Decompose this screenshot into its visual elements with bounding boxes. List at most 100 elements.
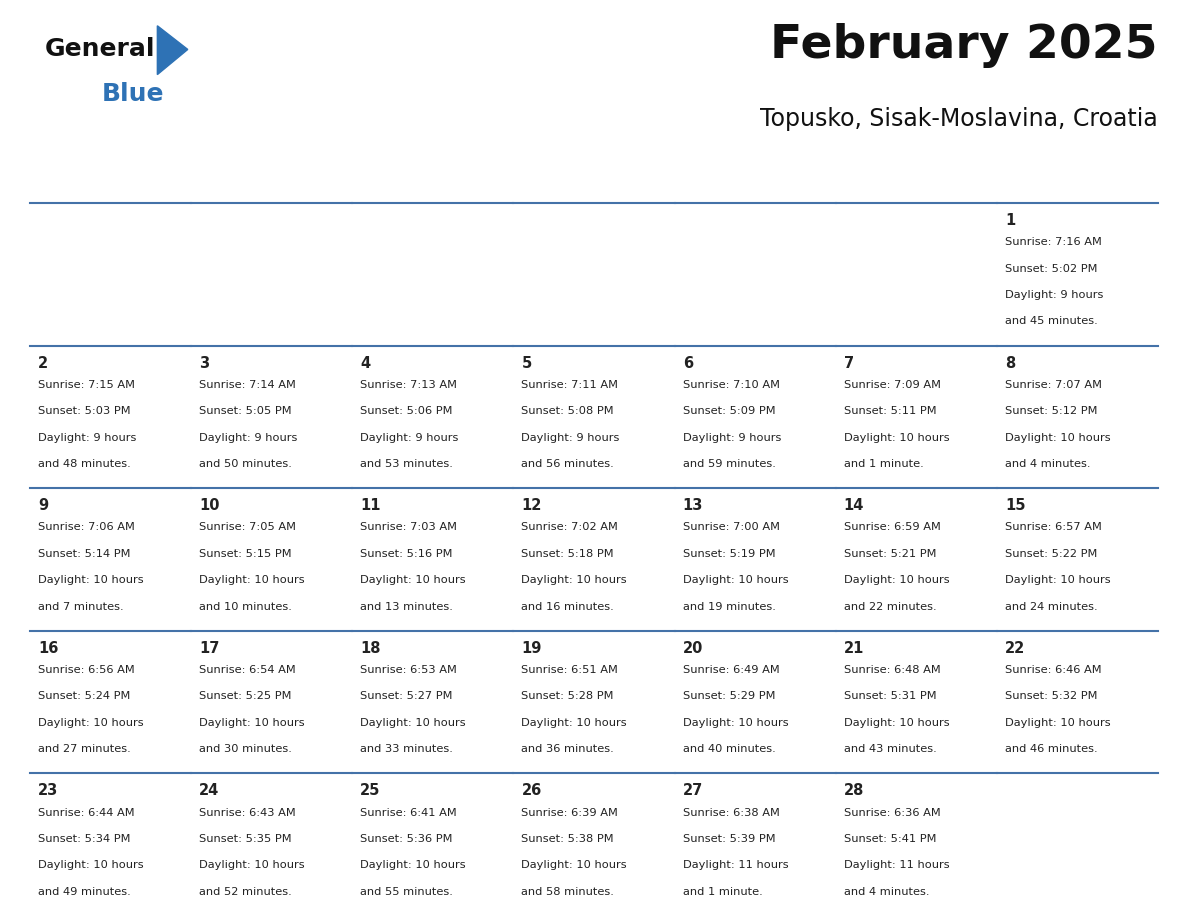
Text: Daylight: 9 hours: Daylight: 9 hours: [683, 432, 781, 442]
Text: Sunset: 5:03 PM: Sunset: 5:03 PM: [38, 406, 131, 416]
Text: 17: 17: [200, 641, 220, 655]
Text: Thursday: Thursday: [685, 174, 765, 189]
Text: Sunrise: 7:10 AM: Sunrise: 7:10 AM: [683, 380, 779, 390]
Text: Sunset: 5:36 PM: Sunset: 5:36 PM: [360, 834, 453, 844]
Text: Sunrise: 6:44 AM: Sunrise: 6:44 AM: [38, 808, 134, 818]
Text: General: General: [45, 38, 156, 62]
Text: Daylight: 10 hours: Daylight: 10 hours: [38, 718, 144, 728]
Text: and 1 minute.: and 1 minute.: [843, 459, 923, 469]
Text: Sunset: 5:31 PM: Sunset: 5:31 PM: [843, 691, 936, 701]
Text: and 33 minutes.: and 33 minutes.: [360, 744, 453, 755]
Text: February 2025: February 2025: [771, 23, 1158, 68]
Text: Sunrise: 6:48 AM: Sunrise: 6:48 AM: [843, 665, 941, 675]
Text: and 50 minutes.: and 50 minutes.: [200, 459, 292, 469]
Text: Monday: Monday: [202, 174, 270, 189]
Text: 19: 19: [522, 641, 542, 655]
Text: Sunrise: 6:46 AM: Sunrise: 6:46 AM: [1005, 665, 1101, 675]
Text: 5: 5: [522, 355, 532, 371]
Text: Sunrise: 6:43 AM: Sunrise: 6:43 AM: [200, 808, 296, 818]
Text: Sunset: 5:02 PM: Sunset: 5:02 PM: [1005, 263, 1098, 274]
Text: Sunset: 5:09 PM: Sunset: 5:09 PM: [683, 406, 776, 416]
Text: Sunset: 5:24 PM: Sunset: 5:24 PM: [38, 691, 131, 701]
Text: Sunrise: 7:16 AM: Sunrise: 7:16 AM: [1005, 237, 1101, 247]
Text: Sunset: 5:32 PM: Sunset: 5:32 PM: [1005, 691, 1098, 701]
Text: Sunrise: 7:02 AM: Sunrise: 7:02 AM: [522, 522, 619, 532]
Text: Blue: Blue: [102, 82, 165, 106]
Text: Friday: Friday: [847, 174, 899, 189]
Text: Sunset: 5:41 PM: Sunset: 5:41 PM: [843, 834, 936, 844]
Text: Sunset: 5:19 PM: Sunset: 5:19 PM: [683, 549, 776, 559]
Text: Sunrise: 6:57 AM: Sunrise: 6:57 AM: [1005, 522, 1101, 532]
Text: Daylight: 10 hours: Daylight: 10 hours: [683, 576, 789, 585]
Text: Sunrise: 7:00 AM: Sunrise: 7:00 AM: [683, 522, 779, 532]
Text: Daylight: 10 hours: Daylight: 10 hours: [522, 718, 627, 728]
Text: and 27 minutes.: and 27 minutes.: [38, 744, 131, 755]
Text: and 19 minutes.: and 19 minutes.: [683, 601, 776, 611]
Text: Daylight: 9 hours: Daylight: 9 hours: [522, 432, 620, 442]
Text: Sunset: 5:27 PM: Sunset: 5:27 PM: [360, 691, 453, 701]
Text: and 43 minutes.: and 43 minutes.: [843, 744, 936, 755]
Text: 10: 10: [200, 498, 220, 513]
Text: Sunset: 5:12 PM: Sunset: 5:12 PM: [1005, 406, 1098, 416]
Text: Daylight: 10 hours: Daylight: 10 hours: [200, 860, 305, 870]
Text: 22: 22: [1005, 641, 1025, 655]
Text: Sunrise: 6:49 AM: Sunrise: 6:49 AM: [683, 665, 779, 675]
Text: Sunday: Sunday: [42, 174, 105, 189]
Text: Sunrise: 7:09 AM: Sunrise: 7:09 AM: [843, 380, 941, 390]
Text: Daylight: 9 hours: Daylight: 9 hours: [360, 432, 459, 442]
Text: Sunset: 5:39 PM: Sunset: 5:39 PM: [683, 834, 776, 844]
Text: Sunrise: 6:38 AM: Sunrise: 6:38 AM: [683, 808, 779, 818]
Text: 18: 18: [360, 641, 381, 655]
Text: and 13 minutes.: and 13 minutes.: [360, 601, 453, 611]
Text: Sunset: 5:22 PM: Sunset: 5:22 PM: [1005, 549, 1098, 559]
Text: Sunrise: 7:15 AM: Sunrise: 7:15 AM: [38, 380, 135, 390]
Text: and 1 minute.: and 1 minute.: [683, 887, 763, 897]
Text: Sunrise: 6:59 AM: Sunrise: 6:59 AM: [843, 522, 941, 532]
Polygon shape: [157, 26, 188, 74]
Text: 26: 26: [522, 783, 542, 799]
Text: Sunset: 5:21 PM: Sunset: 5:21 PM: [843, 549, 936, 559]
Text: and 4 minutes.: and 4 minutes.: [843, 887, 929, 897]
Text: Daylight: 9 hours: Daylight: 9 hours: [200, 432, 297, 442]
Text: 15: 15: [1005, 498, 1025, 513]
Text: and 45 minutes.: and 45 minutes.: [1005, 317, 1098, 327]
Text: Daylight: 10 hours: Daylight: 10 hours: [843, 576, 949, 585]
Text: and 48 minutes.: and 48 minutes.: [38, 459, 131, 469]
Text: 21: 21: [843, 641, 864, 655]
Text: Sunrise: 6:53 AM: Sunrise: 6:53 AM: [360, 665, 457, 675]
Text: and 40 minutes.: and 40 minutes.: [683, 744, 776, 755]
Text: Sunset: 5:34 PM: Sunset: 5:34 PM: [38, 834, 131, 844]
Text: Sunrise: 7:06 AM: Sunrise: 7:06 AM: [38, 522, 135, 532]
Text: 16: 16: [38, 641, 58, 655]
Text: Sunset: 5:05 PM: Sunset: 5:05 PM: [200, 406, 292, 416]
Text: Daylight: 10 hours: Daylight: 10 hours: [843, 432, 949, 442]
Text: Wednesday: Wednesday: [525, 174, 623, 189]
Text: and 52 minutes.: and 52 minutes.: [200, 887, 292, 897]
Text: and 53 minutes.: and 53 minutes.: [360, 459, 453, 469]
Text: Sunrise: 7:07 AM: Sunrise: 7:07 AM: [1005, 380, 1102, 390]
Text: 27: 27: [683, 783, 703, 799]
Text: Sunset: 5:14 PM: Sunset: 5:14 PM: [38, 549, 131, 559]
Text: Sunrise: 7:05 AM: Sunrise: 7:05 AM: [200, 522, 296, 532]
Text: Sunrise: 6:54 AM: Sunrise: 6:54 AM: [200, 665, 296, 675]
Text: and 24 minutes.: and 24 minutes.: [1005, 601, 1098, 611]
Text: Daylight: 10 hours: Daylight: 10 hours: [1005, 718, 1111, 728]
Text: Daylight: 10 hours: Daylight: 10 hours: [38, 576, 144, 585]
Text: Daylight: 11 hours: Daylight: 11 hours: [843, 860, 949, 870]
Text: Sunrise: 7:03 AM: Sunrise: 7:03 AM: [360, 522, 457, 532]
Text: Daylight: 10 hours: Daylight: 10 hours: [200, 576, 305, 585]
Text: Daylight: 10 hours: Daylight: 10 hours: [360, 860, 466, 870]
Text: 3: 3: [200, 355, 209, 371]
Text: Daylight: 10 hours: Daylight: 10 hours: [38, 860, 144, 870]
Text: Tuesday: Tuesday: [364, 174, 432, 189]
Text: Sunset: 5:38 PM: Sunset: 5:38 PM: [522, 834, 614, 844]
Text: Daylight: 9 hours: Daylight: 9 hours: [38, 432, 137, 442]
Text: Sunrise: 6:56 AM: Sunrise: 6:56 AM: [38, 665, 134, 675]
Text: 1: 1: [1005, 213, 1016, 228]
Text: Sunset: 5:15 PM: Sunset: 5:15 PM: [200, 549, 292, 559]
Text: Sunset: 5:35 PM: Sunset: 5:35 PM: [200, 834, 292, 844]
Text: Daylight: 10 hours: Daylight: 10 hours: [360, 576, 466, 585]
Text: Daylight: 10 hours: Daylight: 10 hours: [1005, 576, 1111, 585]
Text: Sunset: 5:28 PM: Sunset: 5:28 PM: [522, 691, 614, 701]
Text: 12: 12: [522, 498, 542, 513]
